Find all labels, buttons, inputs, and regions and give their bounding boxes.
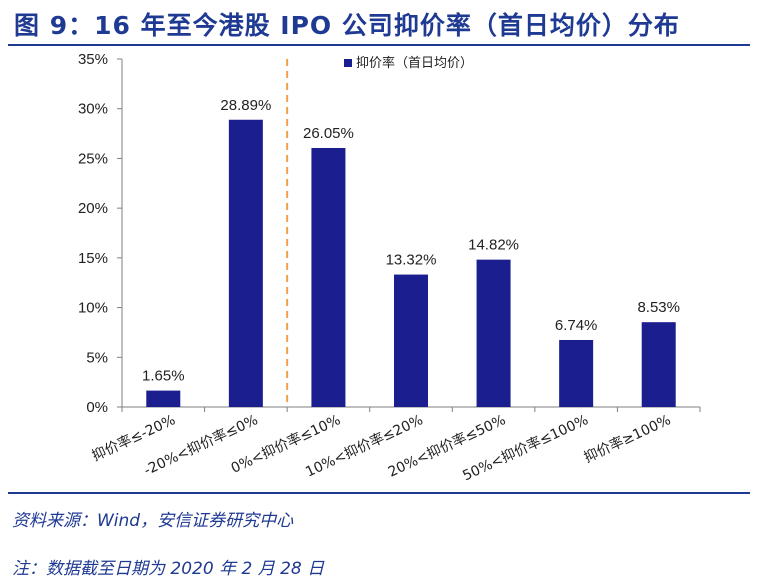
bar xyxy=(146,390,181,407)
y-tick-label: 5% xyxy=(86,349,108,366)
data-label: 28.89% xyxy=(220,97,271,114)
bar xyxy=(641,322,676,407)
data-label: 14.82% xyxy=(468,237,519,254)
figure-title: 图 9：16 年至今港股 IPO 公司抑价率（首日均价）分布 xyxy=(14,11,680,40)
data-label: 8.53% xyxy=(637,299,680,316)
data-label: 6.74% xyxy=(555,317,598,334)
data-label: 13.32% xyxy=(386,252,437,269)
bar xyxy=(559,339,594,407)
data-label: 1.65% xyxy=(142,368,185,385)
footer-divider xyxy=(8,492,750,494)
bar xyxy=(228,119,263,407)
y-tick-label: 0% xyxy=(86,399,108,416)
legend-label: 抑价率（首日均价） xyxy=(356,55,473,71)
data-label: 26.05% xyxy=(303,125,354,142)
title-bar: 图 9：16 年至今港股 IPO 公司抑价率（首日均价）分布 xyxy=(8,0,750,46)
y-tick-label: 30% xyxy=(78,101,108,118)
y-tick-label: 15% xyxy=(78,250,108,267)
y-tick-label: 10% xyxy=(78,300,108,317)
x-tick-label: 抑价率≥100% xyxy=(581,411,673,466)
y-tick-label: 35% xyxy=(78,51,108,68)
y-tick-label: 25% xyxy=(78,150,108,167)
bar xyxy=(311,147,346,407)
bar-chart: 0%5%10%15%20%25%30%35%1.65%抑价率≤-20%28.89… xyxy=(78,51,701,484)
bar xyxy=(476,259,511,407)
source-text: 资料来源：Wind，安信证券研究中心 xyxy=(12,511,294,531)
y-tick-label: 20% xyxy=(78,200,108,217)
note-text: 注：数据截至日期为 2020 年 2 月 28 日 xyxy=(12,559,325,579)
legend-swatch xyxy=(344,59,352,67)
bar xyxy=(394,274,428,407)
